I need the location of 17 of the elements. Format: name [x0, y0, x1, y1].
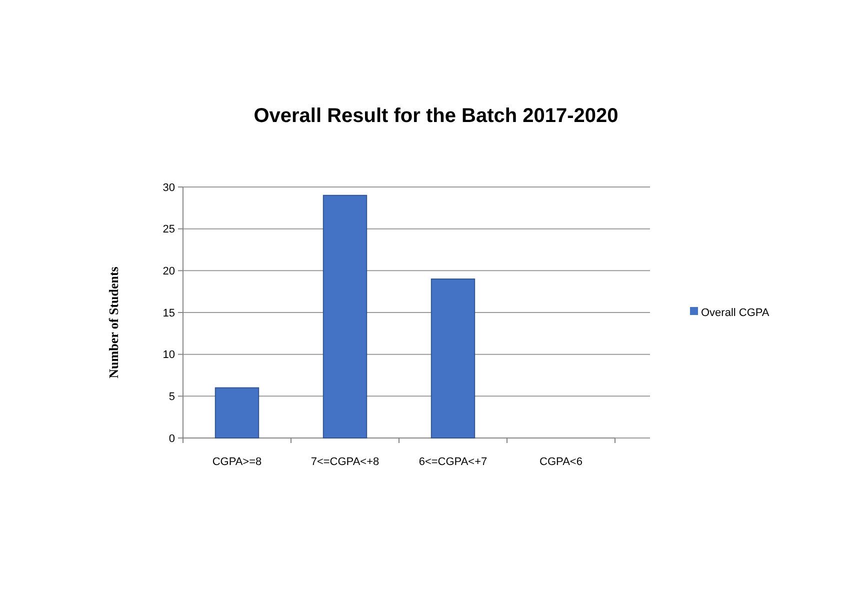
- y-axis-title: Number of Students: [106, 266, 121, 378]
- y-tick-label: 10: [162, 349, 175, 362]
- y-tick-label: 5: [168, 391, 175, 404]
- y-tick-label: 25: [162, 224, 175, 236]
- bar: [430, 278, 476, 438]
- legend-label: Overall CGPA: [701, 306, 770, 319]
- y-tick-label: 15: [162, 307, 175, 320]
- y-tick-label: 0: [168, 432, 175, 445]
- bar: [322, 194, 368, 438]
- x-tick-label: 7<=CGPA<+8: [310, 456, 380, 468]
- bar: [214, 387, 260, 438]
- x-tick-label: CGPA<6: [540, 456, 582, 468]
- y-tick-label: 20: [162, 266, 175, 278]
- x-tick-label: CGPA>=8: [212, 456, 262, 468]
- chart-title: Overall Result for the Batch 2017-2020: [254, 105, 618, 127]
- y-tick-label: 30: [162, 182, 175, 194]
- x-tick-label: 6<=CGPA<+7: [418, 456, 488, 468]
